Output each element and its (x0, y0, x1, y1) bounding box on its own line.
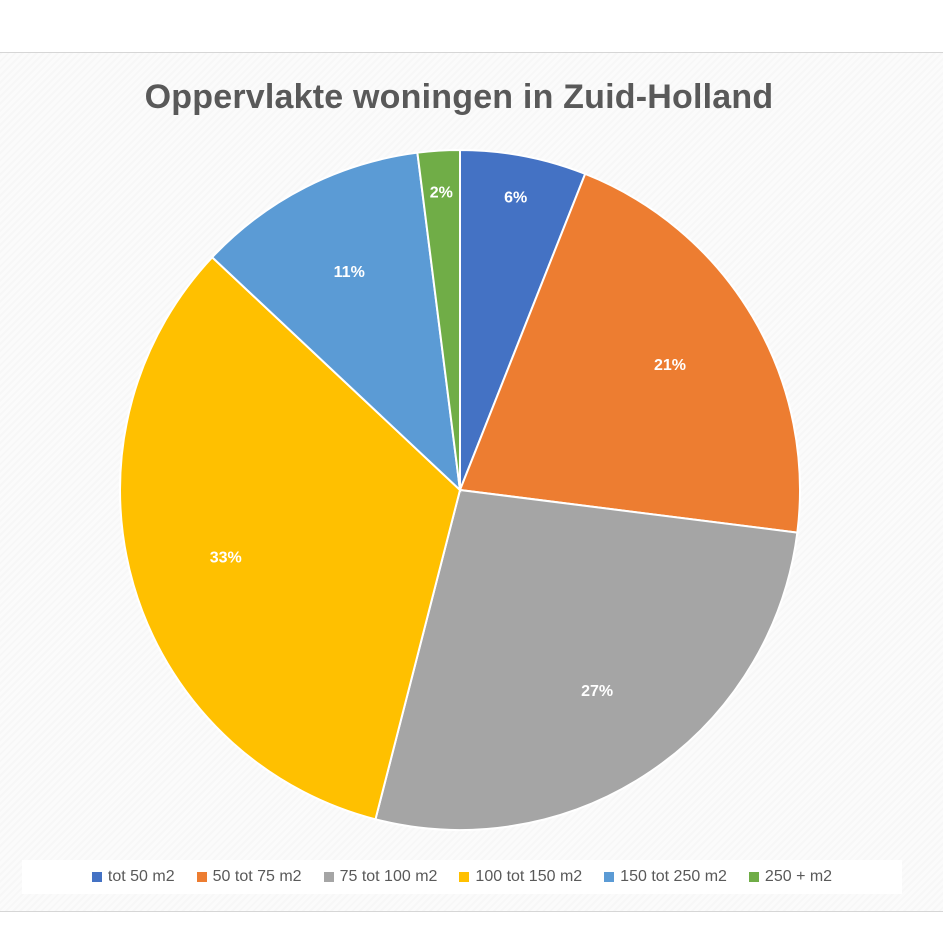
data-label: 11% (334, 264, 365, 281)
data-label: 33% (210, 549, 242, 566)
legend-item: 100 tot 150 m2 (459, 868, 582, 886)
top-strip (0, 0, 943, 53)
pie-slice (119, 255, 462, 821)
legend-swatch (748, 872, 759, 882)
legend-swatch (91, 872, 102, 882)
bottom-strip (0, 912, 943, 943)
legend-label: tot 50 m2 (107, 868, 175, 885)
legend-label: 250 + m2 (764, 868, 833, 885)
pie-slice (458, 172, 801, 534)
pie-slice (416, 148, 461, 491)
legend-item: 75 tot 100 m2 (323, 868, 438, 886)
legend-item: 250 + m2 (748, 868, 833, 886)
legend-swatch (196, 872, 207, 882)
data-label: 27% (581, 683, 613, 700)
legend-item: 150 tot 250 m2 (604, 868, 727, 886)
pie-slice (374, 488, 799, 831)
pie-slice (459, 148, 587, 491)
chart-legend: tot 50 m2 50 tot 75 m2 75 tot 100 m2 100 to… (22, 860, 902, 894)
legend-label: 150 tot 250 m2 (620, 868, 727, 885)
legend-label: 100 tot 150 m2 (475, 868, 583, 885)
chart-title: Oppervlakte woningen in Zuid-Holland (144, 78, 774, 116)
legend-swatch (459, 872, 470, 882)
legend-swatch (604, 872, 615, 882)
data-label: 6% (504, 189, 527, 206)
pie-slice (210, 151, 462, 493)
legend-swatch (323, 872, 334, 882)
legend-label: 75 tot 100 m2 (339, 868, 438, 885)
data-label: 2% (430, 185, 453, 202)
legend-item: 50 tot 75 m2 (196, 868, 302, 886)
legend-item: tot 50 m2 (91, 868, 175, 886)
legend-label: 50 tot 75 m2 (212, 868, 302, 885)
data-label: 21% (654, 357, 686, 374)
